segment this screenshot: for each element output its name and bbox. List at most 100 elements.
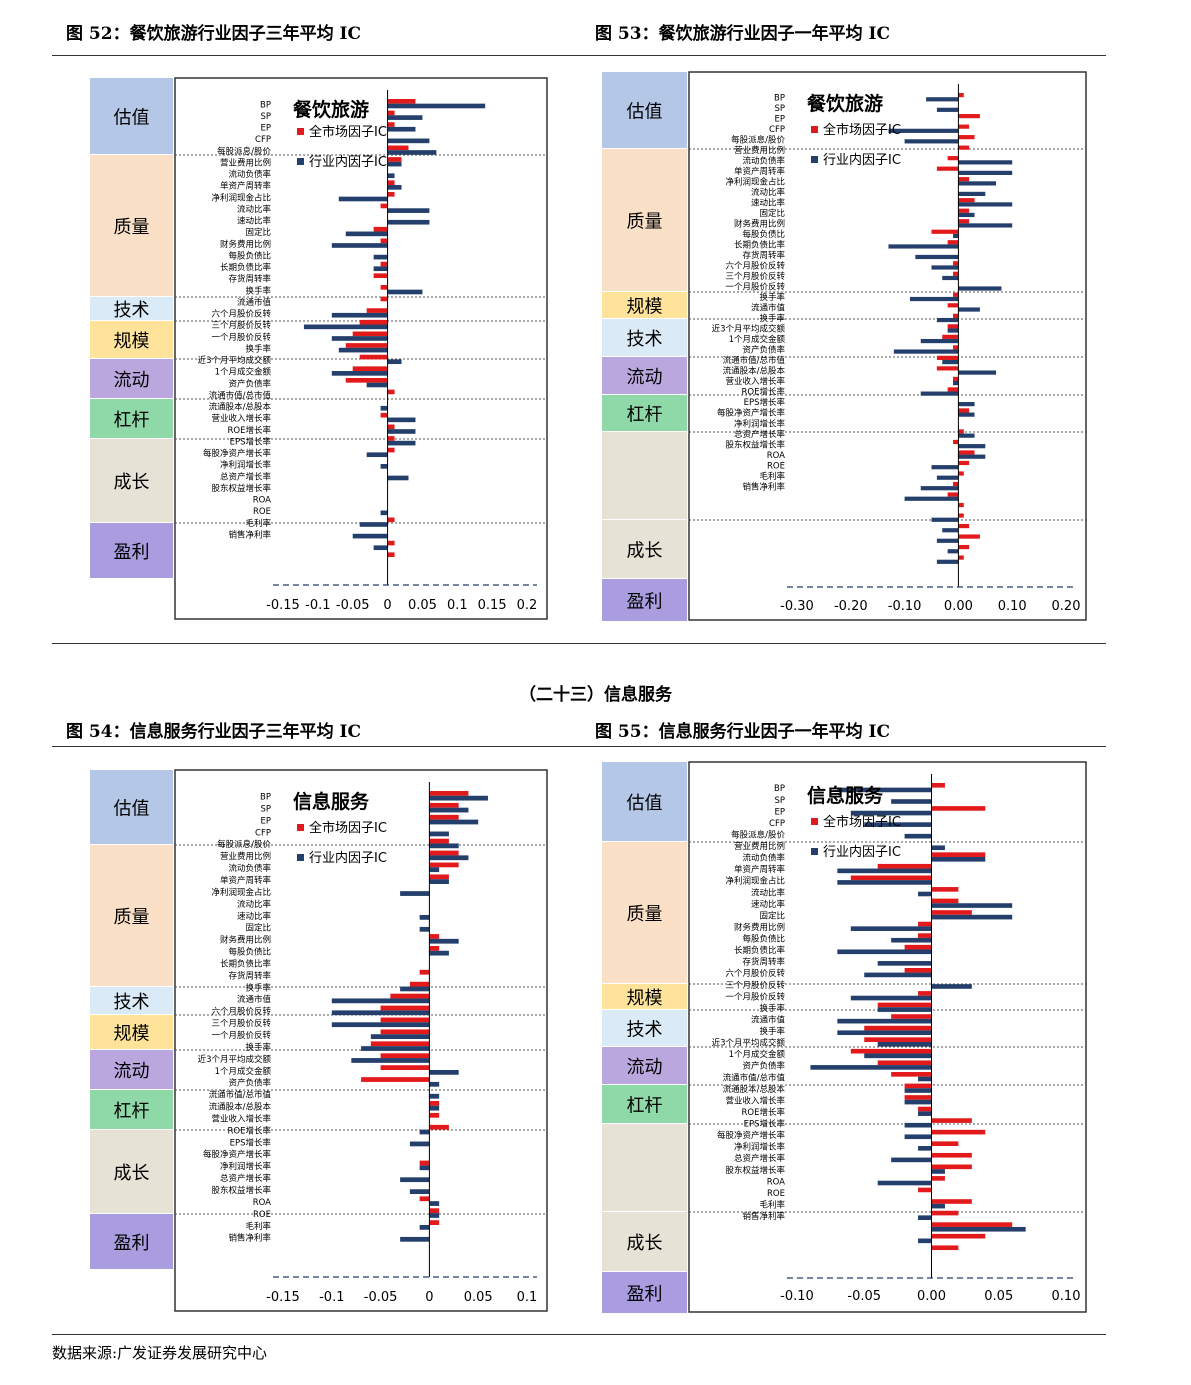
factor-label: 存货周转率 [742,957,785,968]
bar-industry [918,1076,932,1082]
factor-label: 换手率 [759,313,785,324]
bar-full-market [958,145,970,150]
bar-industry [942,528,959,533]
category-label: 盈利 [627,592,663,613]
factor-label: 股东权益增长率 [211,483,271,494]
x-tick-label: -0.10 [780,1289,814,1304]
category-label: 成长 [627,541,663,562]
factor-label: 流动负债率 [228,169,271,180]
category-band [602,1010,687,1046]
factor-label: 股东权益增长率 [725,1165,785,1176]
factor-label: 长期负债比率 [734,945,786,956]
bar-full-market [953,481,959,487]
factor-label: 速动比率 [751,198,786,209]
bar-industry [942,275,959,281]
bar-industry [380,405,388,411]
bar-full-market [953,271,959,276]
x-tick-label: 0.05 [984,1289,1013,1304]
x-tick-label: -0.15 [266,1290,300,1305]
bar-industry [931,465,959,470]
category-label: 盈利 [114,542,150,563]
bar-industry [931,517,959,522]
factor-label: 流动比率 [751,887,786,898]
bar-industry [387,150,437,155]
bar-full-market [419,1196,430,1202]
bar-industry [888,244,959,249]
factor-label: 毛利率 [245,1221,271,1232]
bar-industry [387,208,430,213]
factor-label: ROE增长率 [228,425,272,436]
bar-industry [387,359,402,365]
factor-label: 毛利率 [759,471,785,482]
factor-label: CFP [769,819,785,829]
bar-full-market [918,1187,932,1193]
bar-full-market [931,1176,945,1181]
factor-label: ROA [767,451,785,461]
bar-industry [429,1201,440,1206]
factor-label: 流通市值/总市值 [209,390,272,401]
bar-full-market [958,555,964,560]
bar-industry [850,995,932,1001]
category-label: 杠杆 [114,1101,150,1122]
factor-label: 股东权益增长率 [211,1185,271,1196]
factor-label: 总资产增长率 [220,1173,272,1184]
factor-label: 营业收入增长率 [211,1113,271,1124]
factor-label: 净利润现金占比 [725,876,785,887]
factor-label: 固定比 [245,227,271,238]
bar-full-market [958,135,975,140]
bar-full-market [958,502,964,508]
bar-full-market [380,203,388,209]
bar-industry [331,1010,430,1016]
bar-industry [387,219,430,225]
bar-full-market [958,198,975,203]
bar-full-market [429,802,459,808]
bar-industry [926,97,959,102]
bar-industry [958,191,986,197]
top-rule [52,55,1106,56]
factor-label: SP [260,804,271,814]
bar-full-market [429,850,459,856]
bar-industry [331,312,388,318]
factor-label: BP [260,100,271,110]
factor-label: EPS增长率 [230,436,272,447]
bar-full-market [958,450,975,455]
factor-label: 营业费用比例 [734,145,785,156]
bar-industry [877,1041,932,1047]
bar-full-market [850,1048,932,1054]
bar-full-market [942,334,959,339]
bar-industry [331,243,388,248]
category-label: 质量 [627,904,663,925]
plot-frame [688,71,1087,621]
bar-industry [942,359,959,365]
bar-industry [387,173,395,179]
bar-full-market [345,378,388,383]
bar-industry [387,475,409,481]
bar-full-market [958,534,980,539]
factor-label: 长期负债比率 [220,262,272,273]
bar-industry [947,328,959,333]
factor-label: 净利润增长率 [220,1161,272,1172]
factor-label: 换手率 [245,982,271,993]
bar-industry [915,254,959,260]
bar-full-market [931,898,959,904]
bar-full-market [953,261,959,266]
bar-industry [351,1058,430,1063]
figure-53-title: 图 53：餐饮旅游行业因子一年平均 IC [595,24,890,44]
x-tick-label: 0.2 [517,598,538,613]
bar-industry [953,381,959,386]
bar-industry [359,522,388,527]
factor-label: 单资产周转率 [734,166,786,177]
bar-industry [429,1093,440,1099]
bar-full-market [429,934,440,939]
factor-label: 总资产增长率 [734,1153,786,1164]
factor-label: 1个月成交金额 [215,1066,272,1077]
bar-full-market [918,921,932,927]
bar-industry [387,161,402,167]
category-label: 流动 [114,1061,150,1082]
legend-label: 行业内因子IC [309,154,387,170]
factor-label: SP [260,112,271,122]
bar-industry [400,1177,430,1183]
bar-full-market [387,447,395,453]
